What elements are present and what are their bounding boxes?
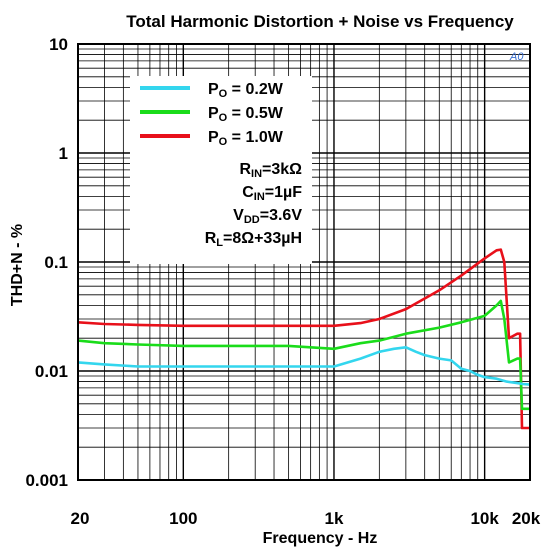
test-conditions: RIN=3kΩ CIN=1µF VDD=3.6V RL=8Ω+33µH xyxy=(205,161,303,249)
logo-mark: A0 xyxy=(509,51,524,63)
series-lines xyxy=(77,248,531,430)
legend: PO = 0.2W PO = 0.5W PO = 1.0W xyxy=(130,76,312,264)
y-tick-labels: 10 1 0.1 0.01 0.001 xyxy=(25,35,68,490)
y-axis-label: THD+N - % xyxy=(9,224,26,306)
y-tick-label: 0.01 xyxy=(35,362,68,381)
x-axis-label: Frequency - Hz xyxy=(263,530,378,547)
y-tick-label: 0.1 xyxy=(44,253,68,272)
condition-text: RIN=3kΩ xyxy=(239,161,302,180)
legend-entry: PO = 0.5W xyxy=(208,105,284,124)
x-tick-labels: 20 100 1k 10k 20k xyxy=(71,509,541,528)
y-tick-label: 0.001 xyxy=(25,471,68,490)
y-tick-label: 10 xyxy=(49,35,68,54)
chart-title: Total Harmonic Distortion + Noise vs Fre… xyxy=(126,12,514,31)
y-tick-label: 1 xyxy=(59,144,68,163)
x-tick-label: 20 xyxy=(71,509,90,528)
series-line-0-5w xyxy=(77,299,530,411)
legend-entry: PO = 1.0W xyxy=(208,129,284,148)
condition-text: CIN=1µF xyxy=(242,184,302,203)
x-tick-label: 1k xyxy=(325,509,344,528)
x-tick-label: 10k xyxy=(470,509,499,528)
series-line-0-2w xyxy=(77,346,531,386)
x-tick-label: 100 xyxy=(169,509,197,528)
condition-text: VDD=3.6V xyxy=(233,207,302,226)
series-line-1-0w xyxy=(77,248,530,430)
x-tick-label: 20k xyxy=(512,509,541,528)
legend-entry: PO = 0.2W xyxy=(208,81,284,100)
condition-text: RL=8Ω+33µH xyxy=(205,230,302,249)
plot-frame xyxy=(77,43,531,481)
legend-background xyxy=(130,76,312,264)
